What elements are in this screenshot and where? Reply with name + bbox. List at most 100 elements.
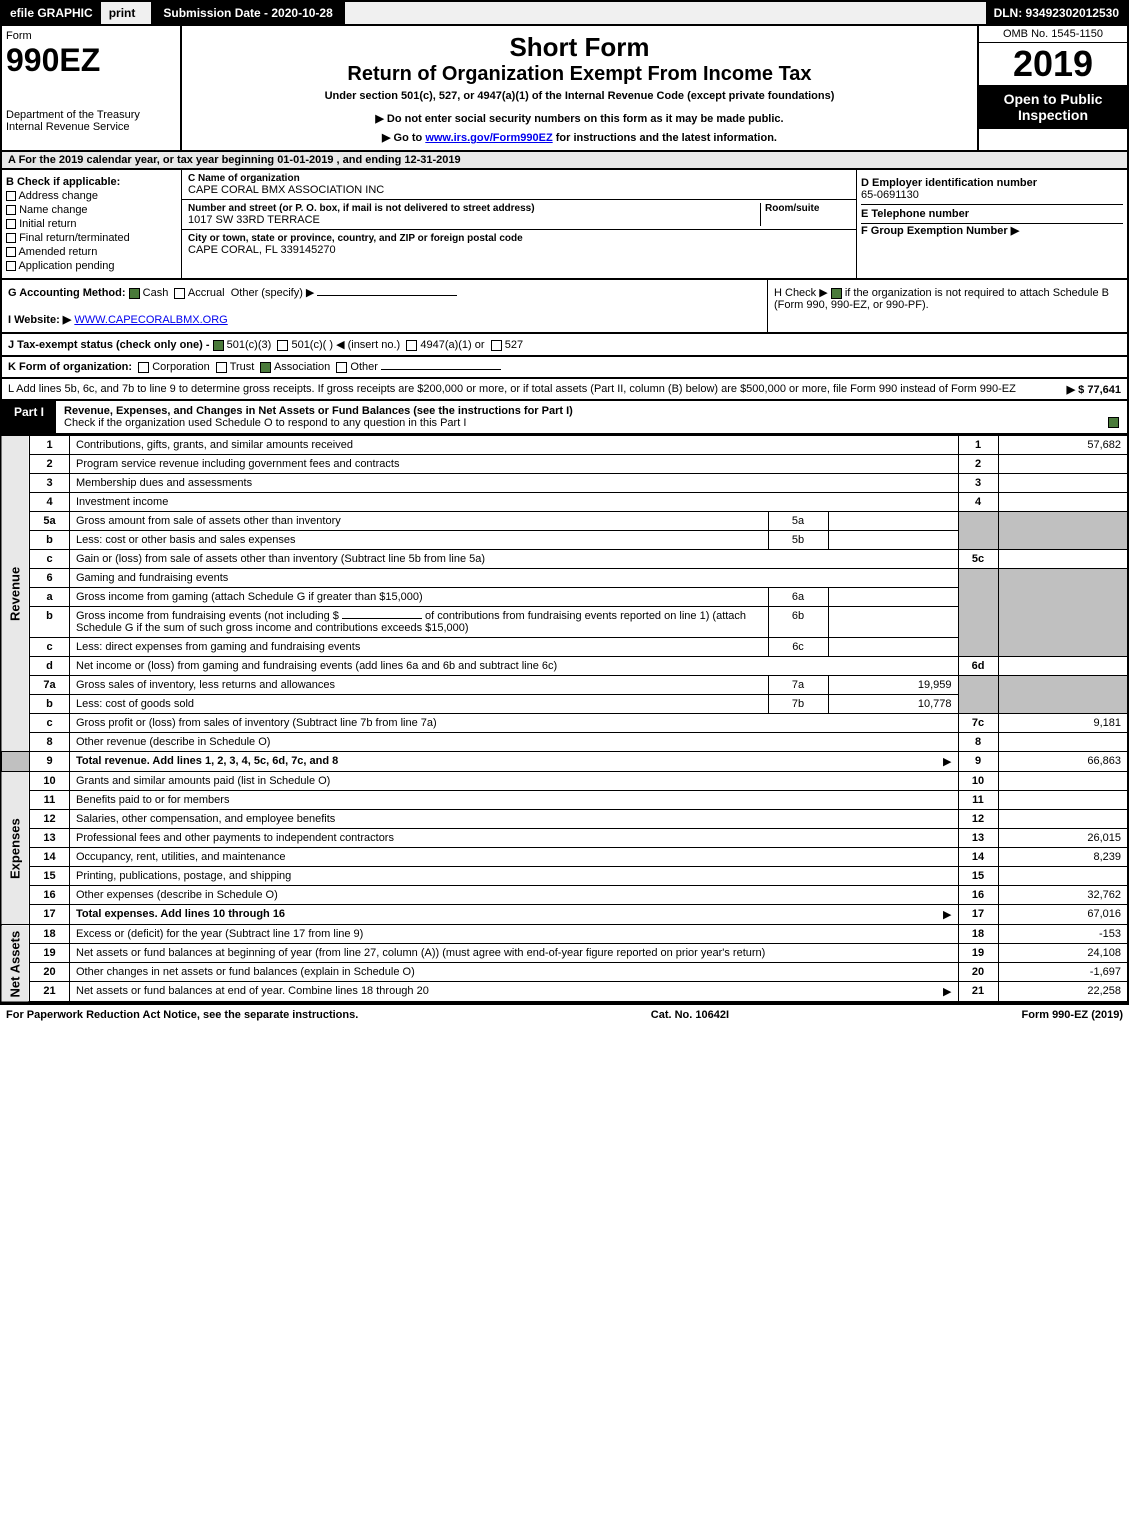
l-amount: ▶ $ 77,641 <box>1067 383 1121 396</box>
section-a: A For the 2019 calendar year, or tax yea… <box>0 152 1129 170</box>
print-button[interactable]: print <box>101 2 144 24</box>
l5c-amt <box>998 550 1128 569</box>
org-name: CAPE CORAL BMX ASSOCIATION INC <box>188 184 850 196</box>
l8-amt <box>998 733 1128 752</box>
g-other-input[interactable] <box>317 295 457 296</box>
l17-amt: 67,016 <box>998 905 1128 925</box>
l20-text: Other changes in net assets or fund bala… <box>70 963 959 982</box>
short-form-title: Short Form <box>188 32 971 63</box>
l14-ref: 14 <box>958 848 998 867</box>
l7ab-shade <box>958 676 998 714</box>
l6a-num: a <box>30 588 70 607</box>
k-other-input[interactable] <box>381 369 501 370</box>
l6-text: Gaming and fundraising events <box>70 569 959 588</box>
l7a-subref: 7a <box>768 676 828 695</box>
l10-ref: 10 <box>958 772 998 791</box>
part1-label: Part I <box>2 401 56 433</box>
chk-part1-schedule-o[interactable] <box>1108 417 1119 428</box>
efile-button[interactable]: efile GRAPHIC <box>2 2 101 24</box>
l18-ref: 18 <box>958 925 998 944</box>
chk-527[interactable] <box>491 340 502 351</box>
l19-amt: 24,108 <box>998 944 1128 963</box>
chk-501c3[interactable] <box>213 340 224 351</box>
opt-amended: Amended return <box>18 246 97 258</box>
l18-text: Excess or (deficit) for the year (Subtra… <box>70 925 959 944</box>
chk-assoc[interactable] <box>260 362 271 373</box>
chk-trust[interactable] <box>216 362 227 373</box>
l11-amt <box>998 791 1128 810</box>
l11-ref: 11 <box>958 791 998 810</box>
l1-ref: 1 <box>958 436 998 455</box>
l19-ref: 19 <box>958 944 998 963</box>
l5c-num: c <box>30 550 70 569</box>
l5b-num: b <box>30 531 70 550</box>
l15-text: Printing, publications, postage, and shi… <box>70 867 959 886</box>
chk-4947[interactable] <box>406 340 417 351</box>
dln-label: DLN: 93492302012530 <box>986 2 1127 24</box>
l20-ref: 20 <box>958 963 998 982</box>
website-link[interactable]: WWW.CAPECORALBMX.ORG <box>74 314 227 326</box>
l7c-ref: 7c <box>958 714 998 733</box>
chk-corp[interactable] <box>138 362 149 373</box>
l14-text: Occupancy, rent, utilities, and maintena… <box>70 848 959 867</box>
opt-address-change: Address change <box>18 190 98 202</box>
j-label: J Tax-exempt status (check only one) - <box>8 339 213 351</box>
l6d-ref: 6d <box>958 657 998 676</box>
chk-accrual[interactable] <box>174 288 185 299</box>
submission-date: Submission Date - 2020-10-28 <box>151 2 344 24</box>
chk-other[interactable] <box>336 362 347 373</box>
goto-link[interactable]: www.irs.gov/Form990EZ <box>425 132 552 144</box>
open-public: Open to Public Inspection <box>979 85 1127 129</box>
section-l: L Add lines 5b, 6c, and 7b to line 9 to … <box>0 379 1129 401</box>
l10-text: Grants and similar amounts paid (list in… <box>70 772 959 791</box>
do-not-enter: ▶ Do not enter social security numbers o… <box>188 112 971 125</box>
chk-h[interactable] <box>831 288 842 299</box>
addr-label: Number and street (or P. O. box, if mail… <box>188 203 760 214</box>
chk-final-return[interactable] <box>6 233 16 243</box>
l6b-blank[interactable] <box>342 618 422 619</box>
chk-name-change[interactable] <box>6 205 16 215</box>
omb-number: OMB No. 1545-1150 <box>979 26 1127 43</box>
l15-ref: 15 <box>958 867 998 886</box>
j-opt4: 527 <box>505 339 523 351</box>
l7b-num: b <box>30 695 70 714</box>
chk-cash[interactable] <box>129 288 140 299</box>
l9-num: 9 <box>30 752 70 772</box>
l11-num: 11 <box>30 791 70 810</box>
chk-initial-return[interactable] <box>6 219 16 229</box>
section-c: C Name of organization CAPE CORAL BMX AS… <box>182 170 857 278</box>
org-name-label: C Name of organization <box>188 173 850 184</box>
city-label: City or town, state or province, country… <box>188 233 850 244</box>
l18-amt: -153 <box>998 925 1128 944</box>
tax-year: 2019 <box>979 43 1127 85</box>
l7c-text: Gross profit or (loss) from sales of inv… <box>70 714 959 733</box>
l1-text: Contributions, gifts, grants, and simila… <box>70 436 959 455</box>
l12-ref: 12 <box>958 810 998 829</box>
l6a-subamt <box>828 588 958 607</box>
section-h: H Check ▶ if the organization is not req… <box>767 280 1127 332</box>
l17-text: Total expenses. Add lines 10 through 16 … <box>70 905 959 925</box>
l16-amt: 32,762 <box>998 886 1128 905</box>
top-bar: efile GRAPHIC print Submission Date - 20… <box>0 0 1129 26</box>
chk-pending[interactable] <box>6 261 16 271</box>
g-label: G Accounting Method: <box>8 287 126 299</box>
chk-501c[interactable] <box>277 340 288 351</box>
l2-text: Program service revenue including govern… <box>70 455 959 474</box>
l5a-num: 5a <box>30 512 70 531</box>
l4-amt <box>998 493 1128 512</box>
l6d-amt <box>998 657 1128 676</box>
l11-text: Benefits paid to or for members <box>70 791 959 810</box>
l9-text: Total revenue. Add lines 1, 2, 3, 4, 5c,… <box>70 752 959 772</box>
chk-address-change[interactable] <box>6 191 16 201</box>
header-left: Form 990EZ Department of the Treasury In… <box>2 26 182 150</box>
k-corp: Corporation <box>152 361 209 373</box>
l21-num: 21 <box>30 982 70 1003</box>
l6b-text: Gross income from fundraising events (no… <box>70 607 769 638</box>
city-value: CAPE CORAL, FL 339145270 <box>188 244 850 256</box>
k-trust: Trust <box>230 361 255 373</box>
side-revenue: Revenue <box>1 436 30 752</box>
l20-num: 20 <box>30 963 70 982</box>
l4-text: Investment income <box>70 493 959 512</box>
chk-amended[interactable] <box>6 247 16 257</box>
side-expenses: Expenses <box>1 772 30 925</box>
